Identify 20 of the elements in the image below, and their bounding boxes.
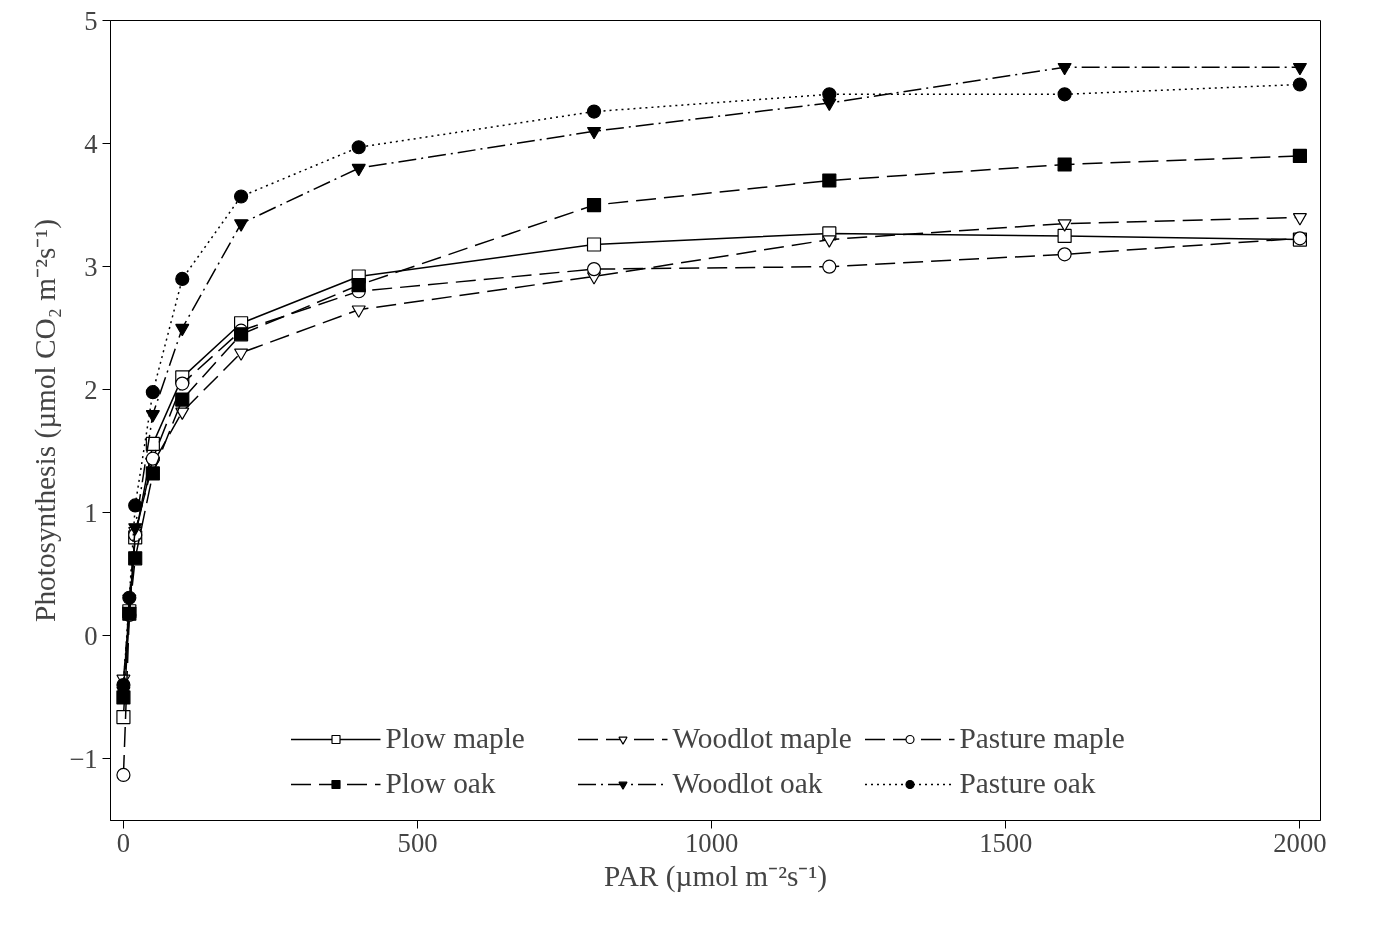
y-tick-label: 1: [84, 497, 98, 528]
y-tick-label: 4: [84, 128, 98, 159]
x-tick-label: 2000: [1273, 827, 1327, 858]
x-tick-label: 0: [116, 827, 131, 858]
legend-label: Woodlot maple: [672, 722, 853, 755]
y-tick-label: 2: [84, 374, 98, 405]
legend-label: Plow oak: [385, 767, 497, 800]
legend-label: Pasture maple: [959, 722, 1126, 755]
y-axis-title: Photosynthesis (µmol CO₂ m⁻²s⁻¹): [29, 219, 63, 622]
y-tick-label: 5: [84, 5, 98, 36]
x-axis-title: PAR (µmol m⁻²s⁻¹): [604, 859, 827, 893]
legend-label: Plow maple: [385, 722, 526, 755]
legend-label: Pasture oak: [959, 767, 1097, 800]
x-tick-label: 1500: [979, 827, 1033, 858]
y-tick-label: 3: [84, 251, 98, 282]
x-tick-label: 500: [397, 827, 438, 858]
y-tick-label: −1: [69, 743, 98, 774]
x-tick-label: 1000: [685, 827, 739, 858]
y-tick-label: 0: [84, 620, 98, 651]
legend-label: Woodlot oak: [672, 767, 824, 800]
